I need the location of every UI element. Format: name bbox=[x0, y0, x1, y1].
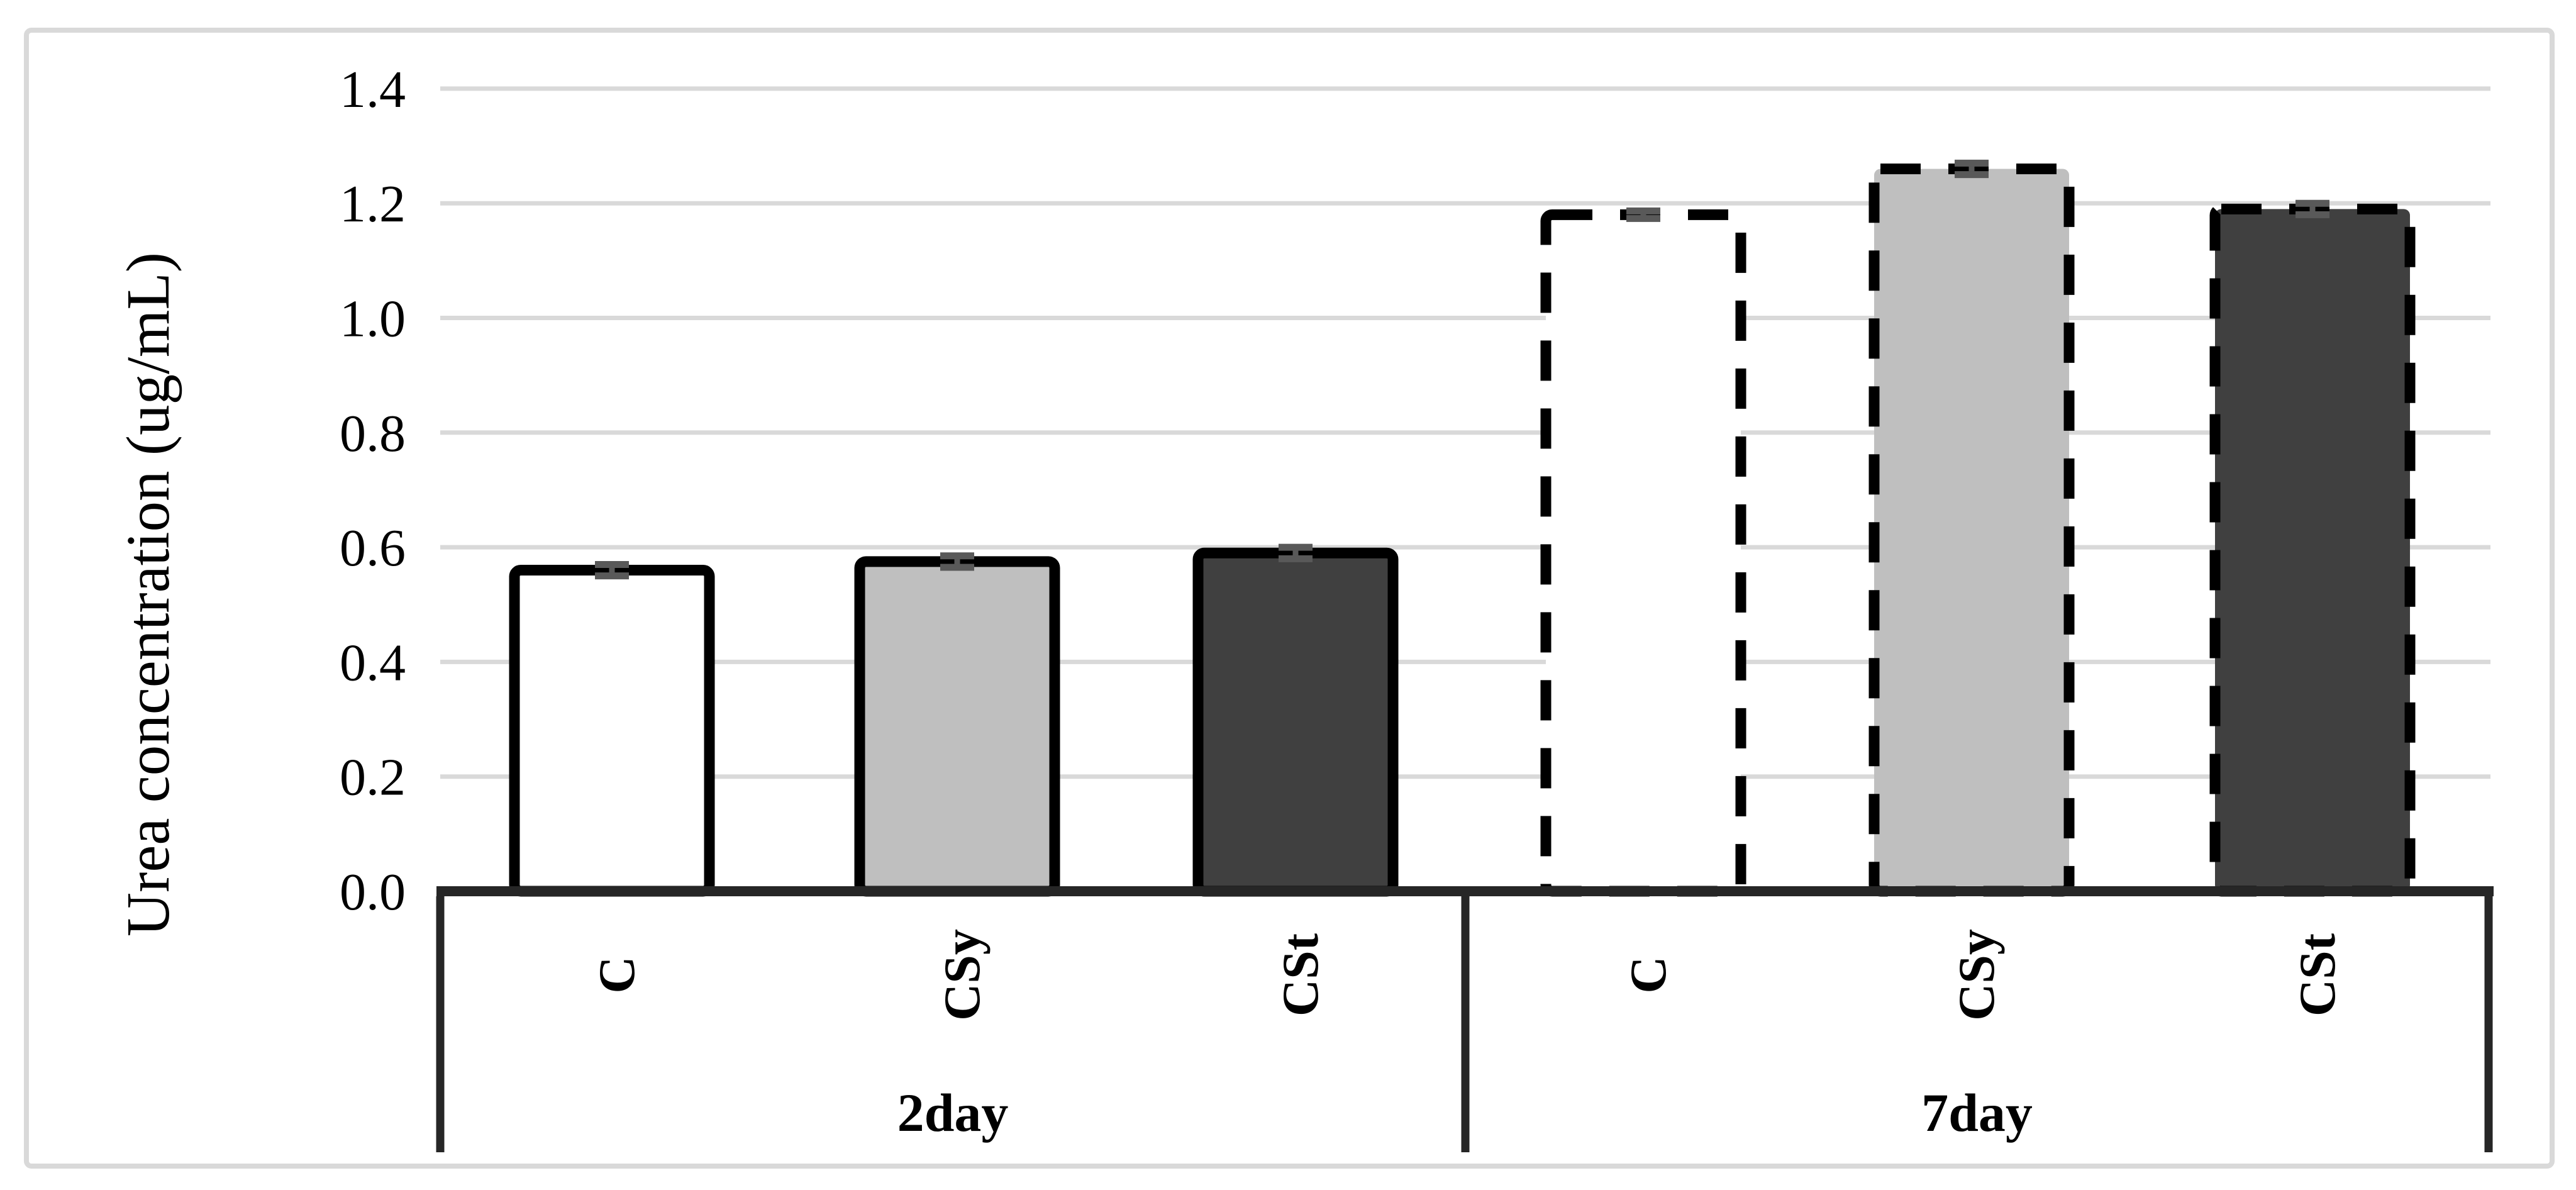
y-tick-label-0.6: 0.6 bbox=[340, 519, 406, 577]
category-labels-layer: C CSy CSt C CSy CSt bbox=[588, 929, 2346, 1021]
error-bar-2day-CSt bbox=[1279, 543, 1313, 562]
error-bar-2day-CSy bbox=[940, 552, 974, 571]
bar-7day-C bbox=[1540, 209, 1746, 897]
category-label-2day-C: C bbox=[588, 956, 645, 993]
y-tick-label-0.8: 0.8 bbox=[340, 404, 406, 463]
y-tick-label-0.0: 0.0 bbox=[340, 863, 406, 921]
category-label-2day-CSt: CSt bbox=[1272, 933, 1329, 1016]
y-tick-label-1.2: 1.2 bbox=[340, 175, 406, 233]
error-bars-layer bbox=[595, 159, 2329, 580]
category-label-7day-CSt: CSt bbox=[2289, 933, 2346, 1016]
group-label-7day: 7day bbox=[1921, 1082, 2033, 1143]
group-label-2day: 2day bbox=[897, 1082, 1009, 1143]
error-bar-2day-C bbox=[595, 560, 629, 580]
gridlines-layer bbox=[440, 86, 2490, 779]
category-label-7day-CSy: CSy bbox=[1948, 929, 2005, 1021]
y-tick-label-1.4: 1.4 bbox=[340, 60, 406, 119]
error-bar-7day-CSy bbox=[1955, 159, 1989, 179]
y-tick-label-0.4: 0.4 bbox=[340, 633, 406, 692]
error-bar-7day-CSt bbox=[2296, 199, 2329, 218]
category-label-7day-C: C bbox=[1619, 956, 1677, 993]
bars-layer bbox=[509, 164, 2416, 897]
figure-border bbox=[24, 28, 2555, 1169]
bar-7day-CSt bbox=[2209, 203, 2416, 897]
y-tick-label-1.0: 1.0 bbox=[340, 290, 406, 348]
group-labels-layer: 2day 7day bbox=[897, 1082, 2033, 1143]
category-label-2day-CSy: CSy bbox=[933, 929, 991, 1021]
y-tick-labels-layer: 0.0 0.2 0.4 0.6 0.8 1.0 1.2 1.4 bbox=[340, 60, 406, 921]
bar-2day-CSy bbox=[854, 556, 1060, 897]
error-bar-7day-C bbox=[1626, 207, 1660, 222]
axes-layer bbox=[436, 886, 2494, 1152]
y-axis-title: Urea concentration (ug/mL) bbox=[114, 252, 182, 937]
y-tick-label-0.2: 0.2 bbox=[340, 748, 406, 807]
bar-2day-CSt bbox=[1192, 547, 1399, 897]
bar-2day-C bbox=[509, 565, 715, 897]
bar-7day-CSy bbox=[1868, 164, 2075, 897]
